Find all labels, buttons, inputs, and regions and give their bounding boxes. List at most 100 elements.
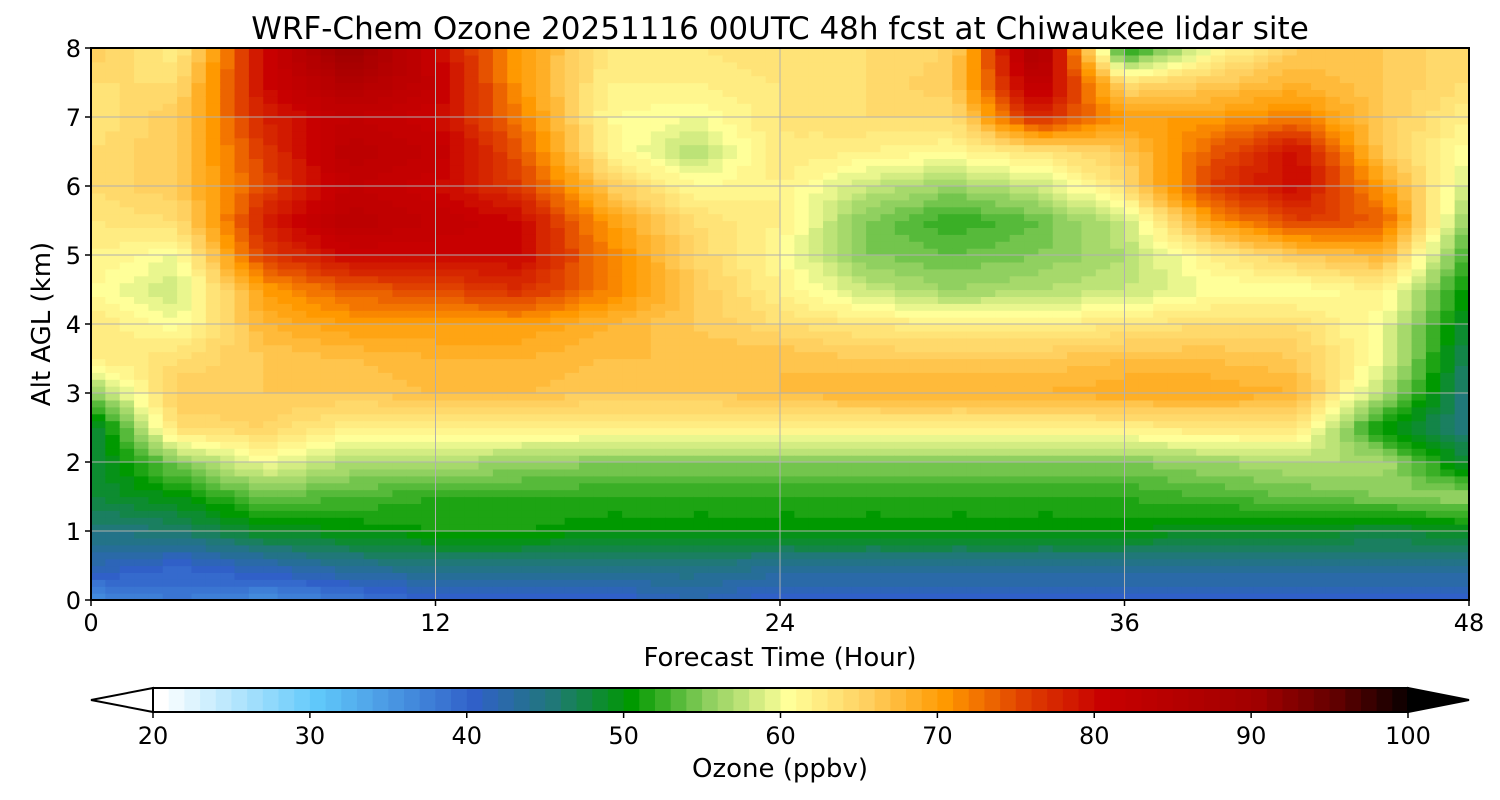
heatmap-cell bbox=[191, 468, 207, 477]
heatmap-cell bbox=[650, 586, 666, 594]
heatmap-cell bbox=[234, 524, 250, 532]
heatmap-cell bbox=[880, 289, 896, 297]
heatmap-cell bbox=[650, 510, 666, 518]
heatmap-cell bbox=[521, 110, 537, 118]
heatmap-cell bbox=[966, 172, 982, 180]
heatmap-cell bbox=[134, 565, 150, 573]
heatmap-cell bbox=[679, 268, 695, 277]
heatmap-cell bbox=[909, 144, 925, 153]
heatmap-cell bbox=[952, 455, 968, 463]
heatmap-cell bbox=[191, 399, 207, 408]
heatmap-cell bbox=[837, 531, 853, 539]
heatmap-cell bbox=[923, 496, 939, 504]
heatmap-cell bbox=[722, 565, 738, 573]
heatmap-cell bbox=[837, 413, 853, 422]
heatmap-cell bbox=[622, 186, 638, 194]
heatmap-cell bbox=[507, 110, 523, 118]
heatmap-cell bbox=[708, 427, 724, 435]
heatmap-cell bbox=[507, 213, 523, 222]
heatmap-cell bbox=[909, 310, 925, 318]
heatmap-cell bbox=[665, 517, 681, 525]
heatmap-cell bbox=[837, 544, 853, 553]
heatmap-cell bbox=[464, 379, 480, 387]
heatmap-cell bbox=[492, 186, 508, 194]
heatmap-cell bbox=[622, 303, 638, 311]
heatmap-cell bbox=[535, 82, 551, 90]
heatmap-cell bbox=[650, 241, 666, 249]
heatmap-cell bbox=[507, 75, 523, 84]
heatmap-cell bbox=[478, 537, 494, 546]
heatmap-cell bbox=[521, 406, 537, 415]
heatmap-cell bbox=[952, 296, 968, 304]
heatmap-cell bbox=[105, 82, 121, 90]
heatmap-cell bbox=[980, 468, 996, 477]
heatmap-cell bbox=[492, 455, 508, 463]
heatmap-cell bbox=[205, 427, 221, 435]
heatmap-cell bbox=[320, 565, 336, 573]
heatmap-cell bbox=[765, 406, 781, 415]
heatmap-cell bbox=[794, 399, 810, 408]
heatmap-cell bbox=[378, 54, 394, 63]
heatmap-cell bbox=[937, 289, 953, 297]
heatmap-cell bbox=[263, 289, 279, 297]
heatmap-cell bbox=[191, 413, 207, 422]
heatmap-cell bbox=[177, 206, 193, 215]
heatmap-cell bbox=[765, 192, 781, 201]
heatmap-cell bbox=[693, 137, 709, 146]
heatmap-cell bbox=[378, 468, 394, 477]
heatmap-cell bbox=[248, 324, 264, 332]
heatmap-cell bbox=[205, 282, 221, 291]
heatmap-cell bbox=[177, 510, 193, 518]
heatmap-cell bbox=[952, 110, 968, 118]
heatmap-cell bbox=[134, 482, 150, 491]
heatmap-cell bbox=[205, 462, 221, 470]
heatmap-cell bbox=[177, 75, 193, 84]
heatmap-cell bbox=[162, 358, 178, 366]
heatmap-cell bbox=[91, 234, 106, 242]
heatmap-cell bbox=[392, 344, 408, 353]
heatmap-cell bbox=[636, 455, 652, 463]
heatmap-cell bbox=[765, 275, 781, 284]
heatmap-cell bbox=[765, 399, 781, 408]
heatmap-cell bbox=[808, 144, 824, 153]
heatmap-cell bbox=[693, 234, 709, 242]
heatmap-cell bbox=[866, 517, 882, 525]
heatmap-cell bbox=[119, 227, 135, 235]
heatmap-cell bbox=[751, 192, 767, 201]
heatmap-cell bbox=[220, 344, 236, 353]
heatmap-cell bbox=[952, 468, 968, 477]
heatmap-cell bbox=[550, 310, 566, 318]
heatmap-cell bbox=[579, 524, 594, 532]
heatmap-cell bbox=[894, 344, 910, 353]
heatmap-cell bbox=[923, 324, 939, 332]
heatmap-cell bbox=[894, 496, 910, 504]
heatmap-cell bbox=[665, 399, 681, 408]
heatmap-cell bbox=[679, 586, 695, 594]
heatmap-cell bbox=[679, 303, 695, 311]
heatmap-cell bbox=[650, 158, 666, 166]
heatmap-cell bbox=[937, 399, 953, 408]
heatmap-cell bbox=[191, 517, 207, 525]
heatmap-cell bbox=[406, 386, 422, 394]
heatmap-cell bbox=[751, 234, 767, 242]
heatmap-cell bbox=[952, 399, 968, 408]
heatmap-cell bbox=[909, 206, 925, 215]
heatmap-cell bbox=[435, 199, 451, 208]
heatmap-cell bbox=[736, 206, 752, 215]
heatmap-cell bbox=[636, 537, 652, 546]
heatmap-cell bbox=[966, 151, 982, 159]
heatmap-cell bbox=[952, 558, 968, 567]
heatmap-cell bbox=[851, 261, 867, 270]
heatmap-cell bbox=[363, 420, 379, 429]
heatmap-cell bbox=[650, 579, 666, 587]
heatmap-cell bbox=[823, 165, 839, 173]
heatmap-cell bbox=[593, 103, 609, 111]
heatmap-cell bbox=[320, 68, 336, 77]
heatmap-cell bbox=[923, 434, 939, 442]
heatmap-cell bbox=[837, 586, 853, 594]
heatmap-cell bbox=[162, 275, 178, 284]
heatmap-cell bbox=[277, 351, 293, 360]
heatmap-cell bbox=[392, 275, 408, 284]
heatmap-cell bbox=[191, 165, 207, 173]
heatmap-cell bbox=[636, 68, 652, 77]
